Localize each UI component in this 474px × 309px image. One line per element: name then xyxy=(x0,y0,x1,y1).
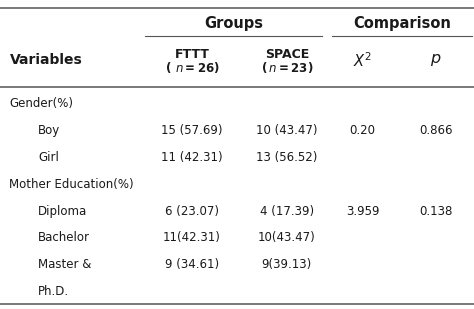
Text: Variables: Variables xyxy=(9,53,82,67)
Text: 6 (23.07): 6 (23.07) xyxy=(165,205,219,218)
Text: Bachelor: Bachelor xyxy=(38,231,90,244)
Text: $\it{p}$: $\it{p}$ xyxy=(430,52,442,68)
Text: 0.20: 0.20 xyxy=(350,124,375,137)
Text: Gender(%): Gender(%) xyxy=(9,97,73,110)
Text: FTTT: FTTT xyxy=(174,48,210,61)
Text: 0.866: 0.866 xyxy=(419,124,453,137)
Text: Comparison: Comparison xyxy=(353,16,451,31)
Text: 3.959: 3.959 xyxy=(346,205,379,218)
Text: Girl: Girl xyxy=(38,151,59,164)
Text: Groups: Groups xyxy=(204,16,263,31)
Text: ( $\it{n}$ = 23): ( $\it{n}$ = 23) xyxy=(261,60,313,75)
Text: 4 (17.39): 4 (17.39) xyxy=(260,205,314,218)
Text: 9 (34.61): 9 (34.61) xyxy=(165,258,219,271)
Text: Ph.D.: Ph.D. xyxy=(38,285,69,298)
Text: 15 (57.69): 15 (57.69) xyxy=(161,124,223,137)
Text: Master &: Master & xyxy=(38,258,91,271)
Text: 13 (56.52): 13 (56.52) xyxy=(256,151,318,164)
Text: 11(42.31): 11(42.31) xyxy=(163,231,221,244)
Text: 11 (42.31): 11 (42.31) xyxy=(161,151,223,164)
Text: 9(39.13): 9(39.13) xyxy=(262,258,312,271)
Text: Boy: Boy xyxy=(38,124,60,137)
Text: Mother Education(%): Mother Education(%) xyxy=(9,178,134,191)
Text: 10 (43.47): 10 (43.47) xyxy=(256,124,318,137)
Text: (  $\it{n}$ = 26): ( $\it{n}$ = 26) xyxy=(164,60,219,75)
Text: SPACE: SPACE xyxy=(264,48,309,61)
Text: $\it{X}^{2}$: $\it{X}^{2}$ xyxy=(353,51,372,70)
Text: 10(43.47): 10(43.47) xyxy=(258,231,316,244)
Text: Diploma: Diploma xyxy=(38,205,87,218)
Text: 0.138: 0.138 xyxy=(419,205,453,218)
